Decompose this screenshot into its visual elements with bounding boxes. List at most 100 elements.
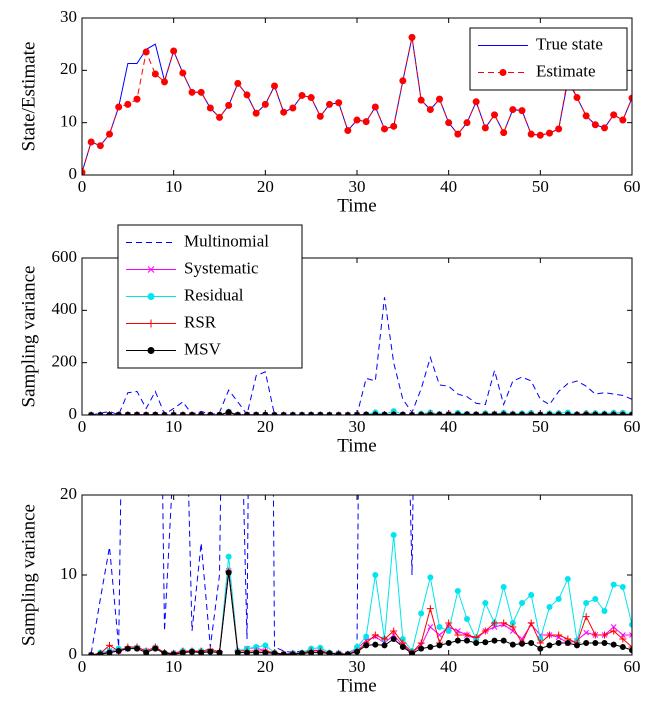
marker [610, 627, 618, 635]
marker [271, 82, 278, 90]
marker [491, 111, 498, 119]
marker [619, 584, 626, 590]
marker [610, 641, 617, 648]
marker [573, 94, 581, 102]
marker [537, 645, 544, 652]
marker [454, 588, 461, 594]
marker [225, 553, 232, 560]
marker [436, 642, 443, 649]
legend-marker [147, 347, 155, 354]
y-tick-label: 0 [69, 164, 78, 183]
marker [564, 640, 571, 646]
marker [473, 640, 480, 646]
marker [491, 619, 498, 627]
marker [253, 649, 260, 655]
marker [629, 647, 632, 654]
y-tick-label: 20 [60, 59, 77, 78]
marker [152, 645, 159, 652]
marker [96, 142, 104, 150]
y-tick-label: 400 [52, 299, 78, 318]
legend-marker [147, 293, 155, 300]
marker [280, 651, 287, 655]
marker [188, 88, 196, 96]
marker [454, 130, 462, 138]
marker [317, 649, 324, 655]
x-tick-label: 10 [165, 417, 182, 436]
marker [481, 627, 489, 635]
x-tick-label: 50 [532, 657, 549, 676]
marker [335, 651, 342, 655]
x-tick-label: 0 [78, 177, 87, 196]
x-tick-label: 50 [532, 177, 549, 196]
x-tick-label: 20 [257, 657, 274, 676]
marker [326, 650, 333, 655]
marker [363, 642, 370, 649]
legend-label: Systematic [184, 258, 259, 277]
marker [619, 116, 627, 124]
marker [610, 624, 617, 630]
marker [87, 138, 95, 146]
marker [445, 119, 453, 127]
marker [583, 640, 590, 646]
marker [583, 600, 590, 606]
marker [417, 639, 425, 647]
marker [133, 95, 141, 103]
marker [555, 640, 562, 646]
marker [124, 100, 132, 108]
marker [519, 640, 525, 647]
marker [124, 645, 131, 652]
marker [115, 103, 123, 111]
marker [390, 636, 397, 642]
marker [106, 130, 113, 138]
x-tick-label: 50 [532, 417, 549, 436]
marker [261, 100, 269, 108]
marker [583, 629, 590, 636]
x-tick-label: 0 [78, 417, 87, 436]
marker [207, 648, 214, 655]
marker [243, 91, 251, 99]
marker [582, 112, 590, 120]
y-axis-label: State/Estimate [18, 42, 39, 152]
series-group [87, 495, 632, 655]
marker [289, 651, 296, 655]
marker [372, 572, 379, 578]
marker [344, 651, 351, 655]
x-tick-label: 40 [440, 177, 457, 196]
y-tick-label: 20 [60, 484, 77, 503]
marker [509, 623, 517, 631]
x-tick-label: 20 [257, 417, 274, 436]
marker [500, 637, 507, 644]
marker [316, 112, 324, 120]
marker [482, 600, 489, 606]
subplot: 0 10 20 30 40 50 60 0 10 20 Time Sampling variance [18, 484, 640, 696]
y-axis-label: Sampling variance [18, 504, 39, 646]
marker [225, 409, 232, 415]
marker [536, 131, 544, 139]
marker [574, 642, 580, 649]
marker [546, 642, 553, 649]
marker [408, 33, 416, 41]
marker [582, 613, 590, 621]
marker [161, 650, 168, 655]
marker [629, 621, 632, 628]
marker [592, 640, 599, 646]
marker [528, 640, 535, 646]
marker [353, 116, 361, 124]
marker [307, 94, 315, 102]
marker [436, 95, 443, 103]
marker [262, 642, 269, 649]
marker [390, 122, 398, 130]
legend-label: True state [536, 34, 603, 53]
marker [198, 649, 205, 655]
marker [555, 596, 562, 602]
marker [280, 108, 288, 116]
marker [289, 104, 297, 112]
marker [344, 127, 352, 135]
axes-box [81, 17, 633, 176]
legend-label: RSR [184, 312, 217, 331]
marker [619, 635, 627, 643]
marker [555, 125, 563, 133]
x-tick-label: 30 [349, 177, 366, 196]
marker [299, 650, 305, 655]
